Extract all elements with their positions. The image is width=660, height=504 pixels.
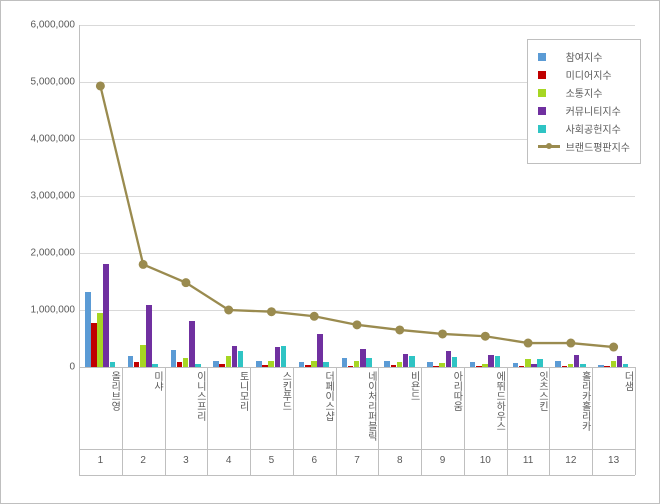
legend-item: 참여지수 — [538, 49, 630, 64]
legend-item: 커뮤니티지수 — [538, 103, 630, 118]
x-index-label: 8 — [378, 455, 421, 466]
x-index-label: 4 — [207, 455, 250, 466]
line-marker — [353, 321, 361, 329]
chart-frame: 0 1,000,000 2,000,000 3,000,000 4,000,000 5,0… — [0, 0, 660, 504]
x-row-line — [79, 367, 635, 368]
line-marker — [439, 330, 447, 338]
y-tick-label: 5,000,000 — [31, 77, 76, 88]
x-index-label: 3 — [165, 455, 208, 466]
line-marker — [310, 312, 318, 320]
line-marker — [524, 339, 532, 347]
line-marker — [481, 332, 489, 340]
legend-label: 브랜드평판지수 — [566, 139, 630, 154]
y-tick-label: 0 — [69, 362, 75, 373]
x-index-label: 5 — [250, 455, 293, 466]
x-category-label: 잇츠스킨 — [507, 371, 550, 411]
legend-label: 커뮤니티지수 — [566, 103, 621, 118]
x-category-label: 토니모리 — [207, 371, 250, 411]
x-index-label: 12 — [549, 455, 592, 466]
x-category-label: 스킨푸드 — [250, 371, 293, 411]
legend-item: 소통지수 — [538, 85, 630, 100]
x-category-label: 네이처리퍼블릭 — [336, 371, 379, 441]
legend-swatch — [538, 88, 560, 98]
x-row-line — [79, 475, 635, 476]
x-index-label: 7 — [336, 455, 379, 466]
line-marker — [182, 279, 190, 287]
x-row-line — [79, 449, 635, 450]
x-separator — [635, 367, 636, 475]
x-category-label: 더샘 — [592, 371, 635, 391]
x-index-label: 6 — [293, 455, 336, 466]
x-category-label: 에뛰드하우스 — [464, 371, 507, 431]
x-category-label: 이니스프리 — [165, 371, 208, 421]
y-tick-label: 4,000,000 — [31, 134, 76, 145]
x-index-label: 9 — [421, 455, 464, 466]
legend-label: 참여지수 — [566, 49, 603, 64]
x-category-label: 홀리카홀리카 — [549, 371, 592, 431]
y-tick-label: 2,000,000 — [31, 248, 76, 259]
x-category-label: 아리따움 — [421, 371, 464, 411]
x-category-label: 미샤 — [122, 371, 165, 391]
x-axis-category-row: 올리브영미샤이니스프리토니모리스킨푸드더페이스샵네이처리퍼블릭비욘드아리따움에뛰… — [79, 371, 635, 445]
line-marker — [225, 306, 233, 314]
line-marker — [96, 82, 104, 90]
x-index-label: 11 — [507, 455, 550, 466]
legend-item: 브랜드평판지수 — [538, 139, 630, 154]
line-marker — [396, 326, 404, 334]
x-axis-index-row: 12345678910111213 — [79, 455, 635, 475]
x-category-label: 비욘드 — [378, 371, 421, 401]
legend-label: 미디어지수 — [566, 67, 612, 82]
x-index-label: 1 — [79, 455, 122, 466]
legend: 참여지수미디어지수소통지수커뮤니티지수사회공헌지수브랜드평판지수 — [527, 39, 641, 164]
x-index-label: 10 — [464, 455, 507, 466]
x-category-label: 더페이스샵 — [293, 371, 336, 421]
x-category-label: 올리브영 — [79, 371, 122, 411]
legend-swatch — [538, 124, 560, 134]
y-tick-label: 6,000,000 — [31, 20, 76, 31]
legend-swatch — [538, 142, 560, 152]
legend-label: 사회공헌지수 — [566, 121, 621, 136]
y-tick-label: 3,000,000 — [31, 191, 76, 202]
legend-item: 사회공헌지수 — [538, 121, 630, 136]
line-marker — [567, 339, 575, 347]
legend-item: 미디어지수 — [538, 67, 630, 82]
x-index-label: 13 — [592, 455, 635, 466]
x-index-label: 2 — [122, 455, 165, 466]
legend-swatch — [538, 106, 560, 116]
legend-swatch — [538, 52, 560, 62]
legend-label: 소통지수 — [566, 85, 603, 100]
line-marker — [610, 343, 618, 351]
line-marker — [139, 260, 147, 268]
legend-swatch — [538, 70, 560, 80]
y-tick-label: 1,000,000 — [31, 305, 76, 316]
line-marker — [267, 308, 275, 316]
